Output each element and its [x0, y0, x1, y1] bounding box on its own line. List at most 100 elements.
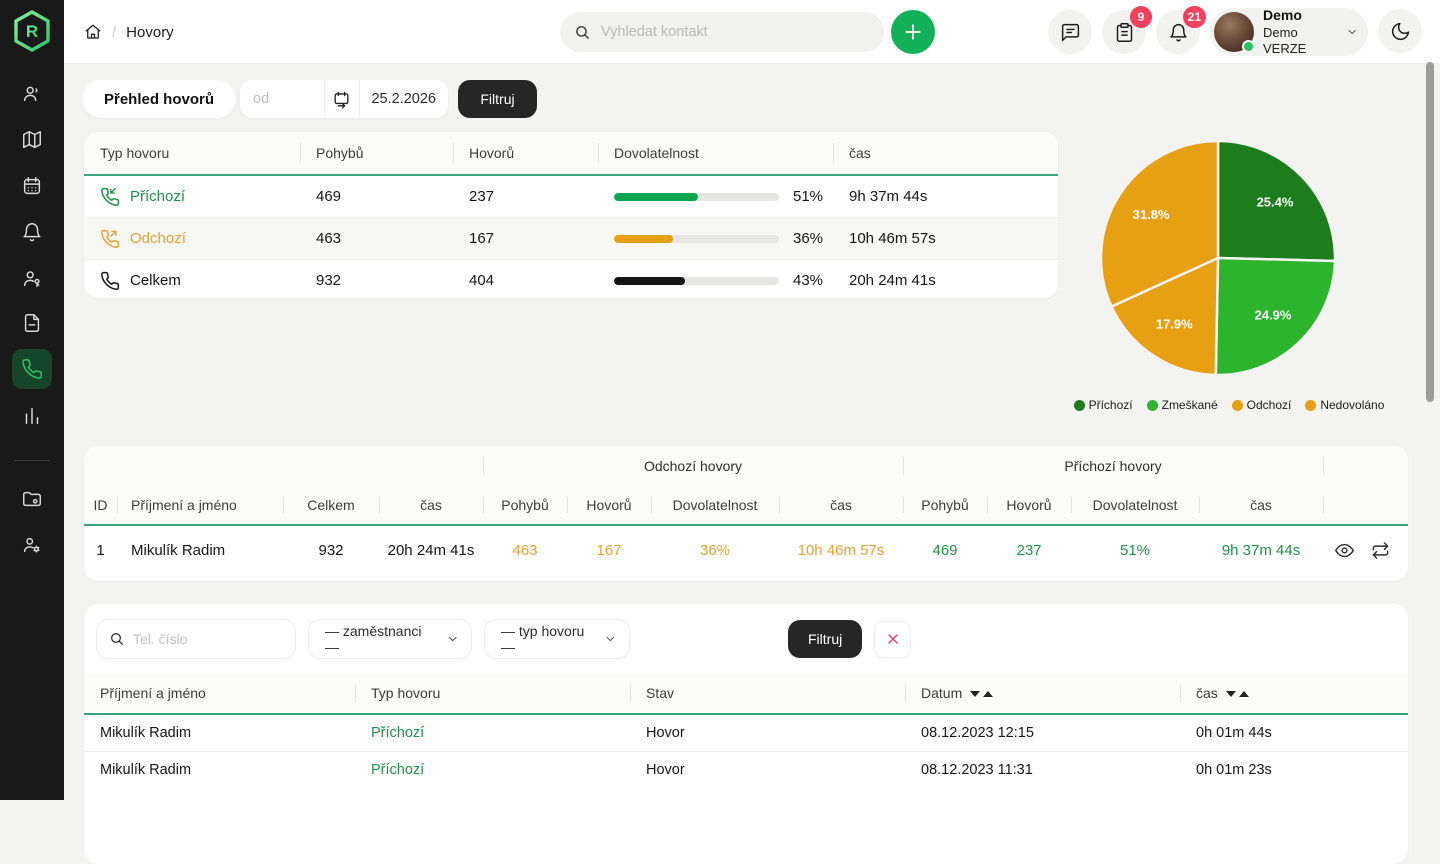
home-icon[interactable] [84, 23, 102, 41]
scrollbar-thumb[interactable] [1426, 62, 1434, 402]
caller-name: Mikulík Radim [100, 724, 192, 741]
contact-search [560, 12, 884, 52]
chat-icon [1061, 23, 1079, 41]
calls-value: 167 [453, 217, 598, 260]
person-gear-icon [23, 537, 40, 553]
moon-icon [1391, 22, 1409, 40]
bar-chart-icon [25, 407, 39, 425]
clipboard-icon [1116, 22, 1132, 42]
table-row[interactable]: Mikulík Radim Příchozí Hovor 08.12.2023 … [84, 714, 1408, 751]
sort-asc-icon[interactable] [983, 691, 994, 697]
add-button[interactable] [891, 10, 935, 54]
divider [324, 80, 325, 118]
calendar-range-button[interactable] [325, 80, 359, 118]
progress-bar [614, 234, 779, 243]
legend-dot [1146, 399, 1158, 411]
progress-bar [614, 276, 779, 285]
call-log-filters: — zaměstnanci — — typ hovoru — Filtruj [84, 604, 1408, 673]
document-icon [24, 314, 40, 332]
call-log-card: — zaměstnanci — — typ hovoru — Filtruj P… [84, 604, 1408, 864]
group-header-incoming: Příchozí hovory [903, 446, 1324, 486]
messages-button[interactable] [1048, 10, 1092, 54]
sidebar-item-agents[interactable] [12, 74, 52, 114]
dark-mode-toggle[interactable] [1378, 9, 1422, 53]
close-icon [888, 634, 898, 644]
clear-filters-button[interactable] [874, 620, 912, 658]
table-row[interactable]: Mikulík Radim Příchozí Hovor 08.12.2023 … [84, 750, 1408, 788]
call-type-select[interactable]: — typ hovoru — [484, 619, 630, 659]
sidebar-item-notifications[interactable] [12, 212, 52, 252]
sidebar-divider [14, 460, 50, 461]
app-logo[interactable]: R [11, 8, 53, 54]
col-name: Příjmení a jméno [84, 673, 355, 715]
employee-summary-card: Odchozí hovory Příchozí hovory ID Příjme… [84, 446, 1408, 581]
col-out-moves: Pohybů [483, 486, 567, 526]
bell-icon [1169, 23, 1187, 41]
phone-icon [22, 359, 42, 379]
date-from-input[interactable] [240, 91, 324, 107]
col-time-sortable[interactable]: čas [1180, 673, 1408, 715]
online-status-dot [1242, 40, 1255, 53]
divider [358, 80, 360, 118]
sidebar-item-statistics[interactable] [12, 396, 52, 436]
time-value: 20h 24m 41s [833, 259, 1058, 298]
moves-value: 932 [300, 259, 453, 298]
calendar-icon [23, 177, 41, 195]
sidebar-item-user-settings[interactable] [12, 525, 52, 565]
moves-value: 463 [300, 217, 453, 260]
search-input[interactable] [601, 24, 851, 40]
employees-select[interactable]: — zaměstnanci — [308, 619, 472, 659]
out-calls: 167 [596, 542, 622, 559]
legend-dot [1305, 399, 1317, 411]
sidebar-item-map[interactable] [12, 120, 52, 160]
legend-item-odchozi: Odchozí [1231, 398, 1291, 412]
legend-item-nedovolano: Nedovoláno [1305, 398, 1384, 412]
caller-name: Mikulík Radim [84, 750, 355, 788]
search-icon [111, 633, 123, 645]
sidebar-item-documents[interactable] [12, 303, 52, 343]
search-icon [576, 25, 589, 39]
employee-name: Mikulík Radim [131, 542, 226, 559]
col-in-time: čas [1199, 486, 1324, 526]
table-row: Celkem 932 404 43% 20h 24m 41s [84, 259, 1058, 298]
phone-search [96, 619, 296, 659]
sidebar-item-calendar[interactable] [12, 166, 52, 206]
call-type-label: Odchozí [130, 230, 186, 247]
breadcrumb-current[interactable]: Hovory [126, 23, 174, 41]
call-type-label: Celkem [130, 272, 181, 289]
view-detail-button[interactable] [1331, 536, 1359, 566]
col-name: Příjmení a jméno [117, 486, 283, 526]
out-reachability: 36% [699, 542, 731, 559]
user-menu[interactable]: Demo Demo VERZE [1210, 7, 1368, 56]
group-header-actions [1323, 446, 1408, 486]
legend-dot [1231, 399, 1243, 411]
filter-button[interactable]: Filtruj [788, 620, 863, 658]
time-value: 10h 46m 57s [833, 217, 1058, 260]
call-state: Hovor [646, 724, 685, 741]
agent-icon [23, 86, 38, 102]
topbar: / Hovory 9 21 Demo Demo VERZE [64, 0, 1440, 64]
col-reachability: Dovolatelnost [598, 132, 833, 176]
sort-asc-icon[interactable] [1238, 691, 1249, 697]
date-to-value[interactable]: 25.2.2026 [371, 91, 436, 107]
out-time: 10h 46m 57s [797, 542, 885, 559]
phone-number-input[interactable] [133, 631, 273, 647]
sidebar-item-person-key[interactable] [12, 259, 52, 299]
filter-button[interactable]: Filtruj [458, 80, 537, 118]
call-state: Hovor [630, 750, 905, 788]
notifications-badge: 21 [1182, 6, 1206, 28]
sidebar-item-calls[interactable] [12, 349, 52, 389]
col-date-sortable[interactable]: Datum [905, 673, 1180, 715]
id-value: 1 [96, 542, 105, 559]
sidebar-item-folder-settings[interactable] [12, 479, 52, 519]
sort-desc-icon[interactable] [1225, 691, 1236, 697]
swap-arrows-icon [1372, 542, 1389, 559]
col-calls: Hovorů [453, 132, 598, 176]
tasks-button[interactable]: 9 [1102, 6, 1152, 54]
notifications-button[interactable]: 21 [1156, 6, 1206, 54]
sort-desc-icon[interactable] [970, 691, 981, 697]
col-in-reachability: Dovolatelnost [1071, 486, 1199, 526]
compare-button[interactable] [1367, 536, 1395, 566]
phone-icon [101, 271, 120, 290]
call-duration: 0h 01m 44s [1196, 724, 1272, 741]
